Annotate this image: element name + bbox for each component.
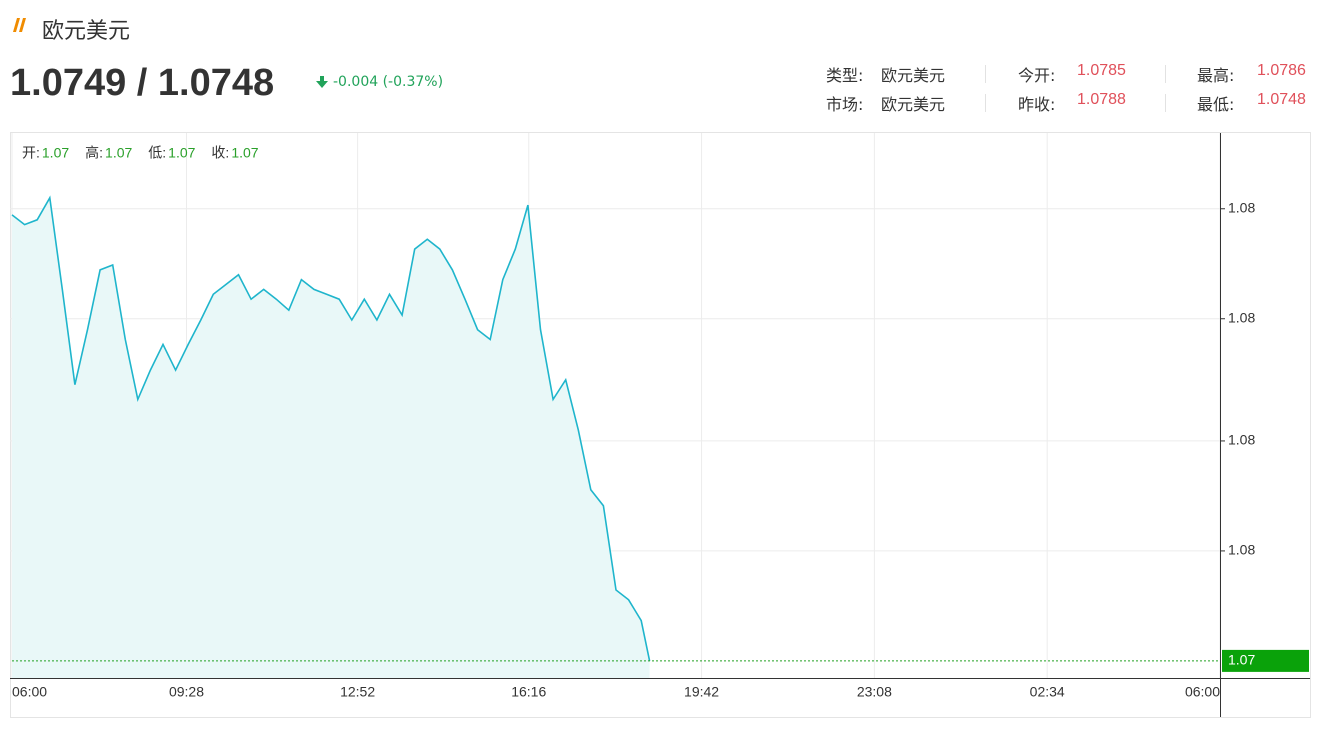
info-label: 今开: — [1018, 66, 1056, 85]
x-tick-label: 12:52 — [340, 684, 375, 700]
ohlc-label: 收: — [211, 145, 229, 161]
y-tick-label: 1.08 — [1228, 542, 1255, 558]
line — [11, 195, 651, 662]
x-tick-label: 09:28 — [169, 684, 204, 700]
ohlc-label: 开: — [22, 145, 40, 161]
info-value: 1.0786 — [1257, 62, 1306, 79]
ohlc-label: 低: — [148, 145, 166, 161]
ohlc-value: 1.07 — [168, 145, 195, 161]
ohlc-value: 1.07 — [42, 145, 69, 161]
price: 1.0749 / 1.0748 — [10, 62, 275, 104]
area — [12, 197, 650, 679]
x-tick-label: 16:16 — [511, 684, 546, 700]
info-label: 昨收: — [1018, 95, 1056, 114]
info-label: 市场: — [826, 95, 864, 114]
y-tick-label: 1.08 — [1228, 199, 1255, 215]
info-label: 最低: — [1197, 95, 1235, 114]
ohlc-value: 1.07 — [105, 145, 132, 161]
ohlc-value: 1.07 — [231, 145, 258, 161]
chart-frame — [10, 132, 1311, 718]
y-tick-label: 1.08 — [1228, 309, 1255, 325]
info-value: 欧元美元 — [881, 66, 946, 85]
logo — [13, 18, 26, 32]
down-arrow — [316, 76, 328, 88]
info-value: 1.0788 — [1077, 91, 1126, 108]
x-tick-label: 02:34 — [1030, 684, 1065, 700]
x-tick-label: 23:08 — [857, 684, 892, 700]
info-label: 类型: — [826, 66, 864, 85]
change: -0.004 (-0.37%) — [333, 74, 444, 90]
x-tick-label: 06:00 — [1185, 684, 1220, 700]
y-tick-label: 1.08 — [1228, 432, 1255, 448]
title: 欧元美元 — [42, 19, 131, 44]
last-price-tag — [1222, 649, 1309, 672]
info-value: 1.0748 — [1257, 91, 1306, 108]
info-value: 1.0785 — [1077, 62, 1126, 79]
last-price-label: 1.07 — [1228, 652, 1255, 668]
x-tick-label: 06:00 — [12, 684, 47, 700]
info-label: 最高: — [1197, 66, 1235, 85]
x-tick-label: 19:42 — [684, 684, 719, 700]
info-value: 欧元美元 — [881, 95, 946, 114]
ohlc-label: 高: — [85, 145, 103, 161]
